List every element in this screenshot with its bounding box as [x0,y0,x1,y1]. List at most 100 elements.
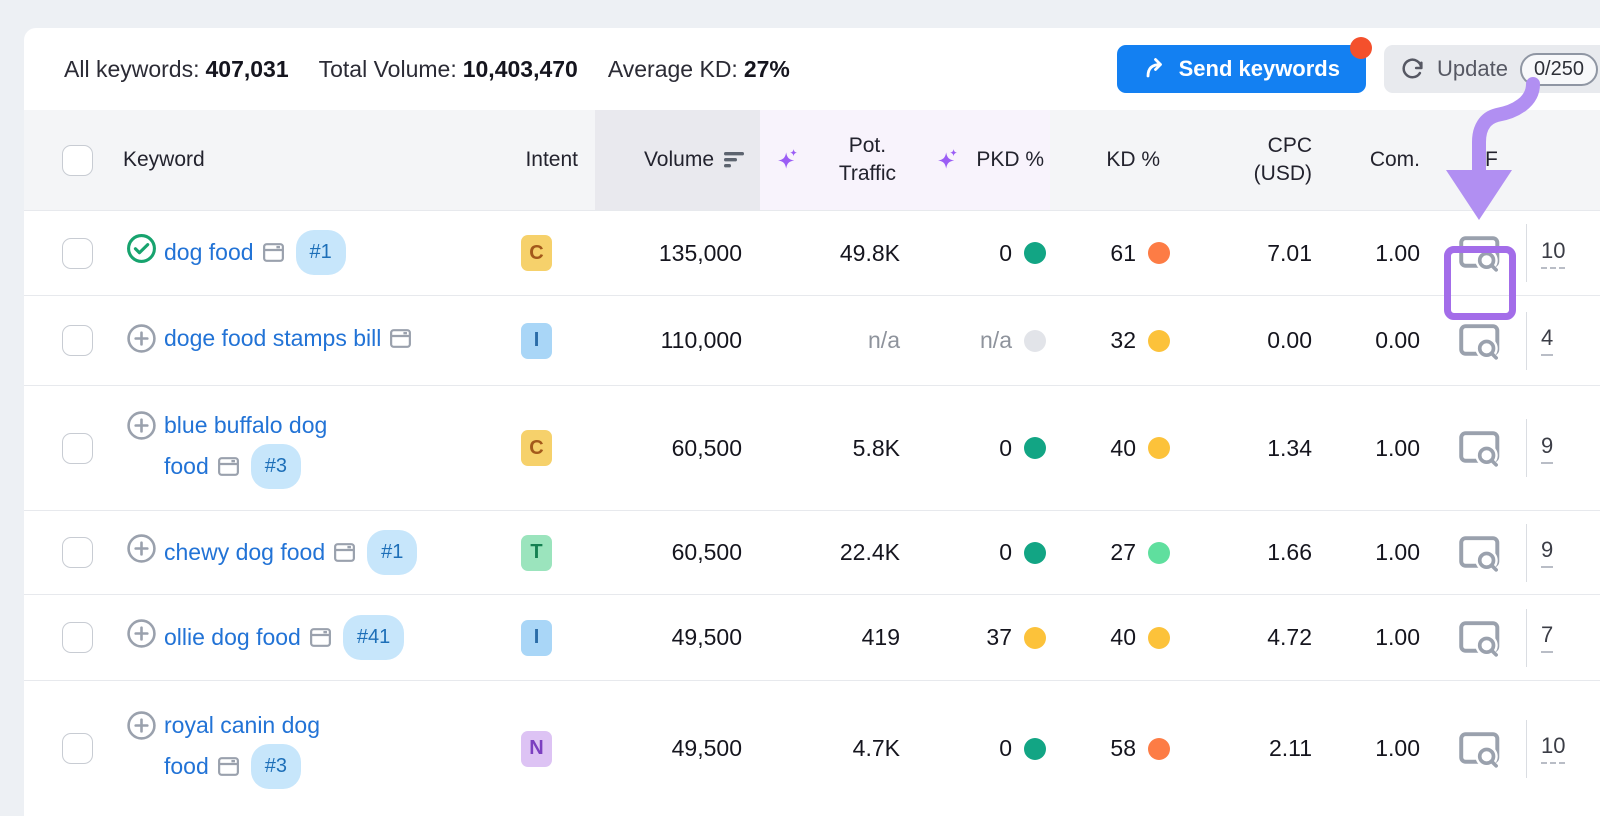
table-row: doge food stamps bill I 110,000 n/a n/a 32 0.… [24,295,1600,385]
serp-preview-icon[interactable] [261,243,286,270]
column-header-intent[interactable]: Intent [525,148,578,171]
keyword-link[interactable]: doge food stamps bill [164,324,382,351]
added-check-icon[interactable] [126,233,157,269]
all-keywords-stat: All keywords: 407,031 [64,55,289,82]
difficulty-dot [1148,737,1170,760]
row-checkbox[interactable] [62,325,93,356]
serp-features-count[interactable]: 9 [1541,537,1554,568]
serp-preview-icon[interactable] [332,542,357,570]
difficulty-dot [1148,541,1170,564]
serp-preview-icon[interactable] [216,456,241,484]
cpc-value: 1.34 [1267,434,1312,461]
difficulty-dot [1148,626,1170,649]
column-header-pkd[interactable]: PKD % [930,110,1050,210]
ai-sparkle-icon [774,147,801,174]
update-button[interactable]: Update 0/250 [1383,45,1600,93]
open-serp-button[interactable] [1458,233,1502,273]
kd-value: 40 [1110,624,1136,650]
open-serp-button[interactable] [1458,729,1502,769]
serp-preview-icon[interactable] [308,627,333,655]
keyword-link[interactable]: chewy dog food [164,538,326,565]
column-header-keyword[interactable]: Keyword [123,148,205,171]
keyword-link[interactable]: ollie dog food [164,623,301,650]
intent-badge[interactable]: N [521,730,552,767]
pot-value: 5.8K [852,434,900,461]
column-header-kd[interactable]: KD % [1106,148,1160,171]
cpc-value: 4.72 [1267,624,1312,650]
intent-badge[interactable]: I [521,322,552,359]
add-keyword-icon[interactable] [126,618,157,654]
row-checkbox[interactable] [62,237,93,269]
position-badge[interactable]: #1 [367,529,418,575]
kd-value: 40 [1110,434,1136,461]
column-header-volume[interactable]: Volume [595,110,760,210]
volume-value: 49,500 [671,624,742,650]
difficulty-dot [1024,242,1046,264]
select-all-checkbox[interactable] [62,144,93,176]
intent-badge[interactable]: C [521,430,552,466]
open-serp-button[interactable] [1458,428,1502,468]
intent-badge[interactable]: T [521,534,552,571]
cpc-value: 1.66 [1267,539,1312,565]
kd-value: 27 [1110,539,1136,565]
position-badge[interactable]: #3 [250,744,302,789]
row-checkbox[interactable] [62,733,93,764]
row-checkbox[interactable] [62,537,93,568]
serp-features-count[interactable]: 10 [1541,733,1566,764]
divider [1526,224,1527,282]
table-row: blue buffalo dog food #3 C 60,500 5.8K 0 40 1.3… [24,385,1600,510]
position-badge[interactable]: #3 [250,443,302,489]
com-value: 1.00 [1375,539,1420,565]
add-keyword-icon[interactable] [126,533,157,569]
add-keyword-icon[interactable] [126,410,157,446]
column-header-sf[interactable]: SF [1471,148,1498,171]
intent-badge[interactable]: I [521,619,552,656]
column-header-pot-traffic[interactable]: Pot. Traffic [760,110,930,210]
keyword-link[interactable]: dog food [164,239,254,265]
difficulty-dot [1024,626,1046,649]
open-serp-button[interactable] [1458,618,1502,658]
keyword-link[interactable]: food [164,452,209,479]
difficulty-dot [1024,737,1046,760]
position-badge[interactable]: #41 [342,614,405,660]
pkd-value: n/a [980,327,1012,353]
serp-features-count[interactable]: 4 [1541,325,1554,356]
send-keywords-button[interactable]: Send keywords [1116,37,1372,93]
total-volume-stat: Total Volume: 10,403,470 [318,55,578,82]
column-header-com[interactable]: Com. [1369,148,1420,171]
serp-preview-icon[interactable] [388,328,413,356]
serp-features-count[interactable]: 9 [1541,433,1554,464]
pot-value: 4.7K [852,735,900,761]
row-checkbox[interactable] [62,432,93,464]
serp-features-count[interactable]: 10 [1541,238,1566,269]
open-serp-button[interactable] [1458,321,1502,361]
serp-preview-icon[interactable] [216,757,241,784]
add-keyword-icon[interactable] [126,710,157,746]
keyword-link[interactable]: blue buffalo dog [164,411,328,438]
pkd-value: 0 [999,239,1012,266]
difficulty-dot [1148,242,1170,264]
summary-bar: All keywords: 407,031 Total Volume: 10,403… [24,28,1600,110]
volume-value: 110,000 [660,327,742,353]
row-checkbox[interactable] [62,622,93,653]
refresh-icon [1400,57,1425,82]
com-value: 1.00 [1375,434,1420,461]
sort-descending-icon [724,150,746,170]
position-badge[interactable]: #1 [295,230,346,275]
open-serp-button[interactable] [1458,533,1502,573]
difficulty-dot [1148,329,1170,352]
com-value: 1.00 [1375,735,1420,761]
table-row: dog food #1 C 135,000 49.8K 0 61 7.01 1.00 10 [24,210,1600,295]
pkd-value: 0 [999,735,1012,761]
serp-features-count[interactable]: 7 [1541,622,1554,653]
difficulty-dot [1024,541,1046,564]
divider [1526,523,1527,582]
cpc-value: 2.11 [1268,735,1312,761]
pot-value: 419 [861,624,900,650]
keyword-link[interactable]: food [164,753,209,779]
keyword-link[interactable]: royal canin dog [164,712,320,738]
intent-badge[interactable]: C [521,235,552,271]
column-header-cpc[interactable]: CPC (USD) [1253,134,1312,185]
add-keyword-icon[interactable] [126,323,157,359]
volume-value: 60,500 [671,539,742,565]
